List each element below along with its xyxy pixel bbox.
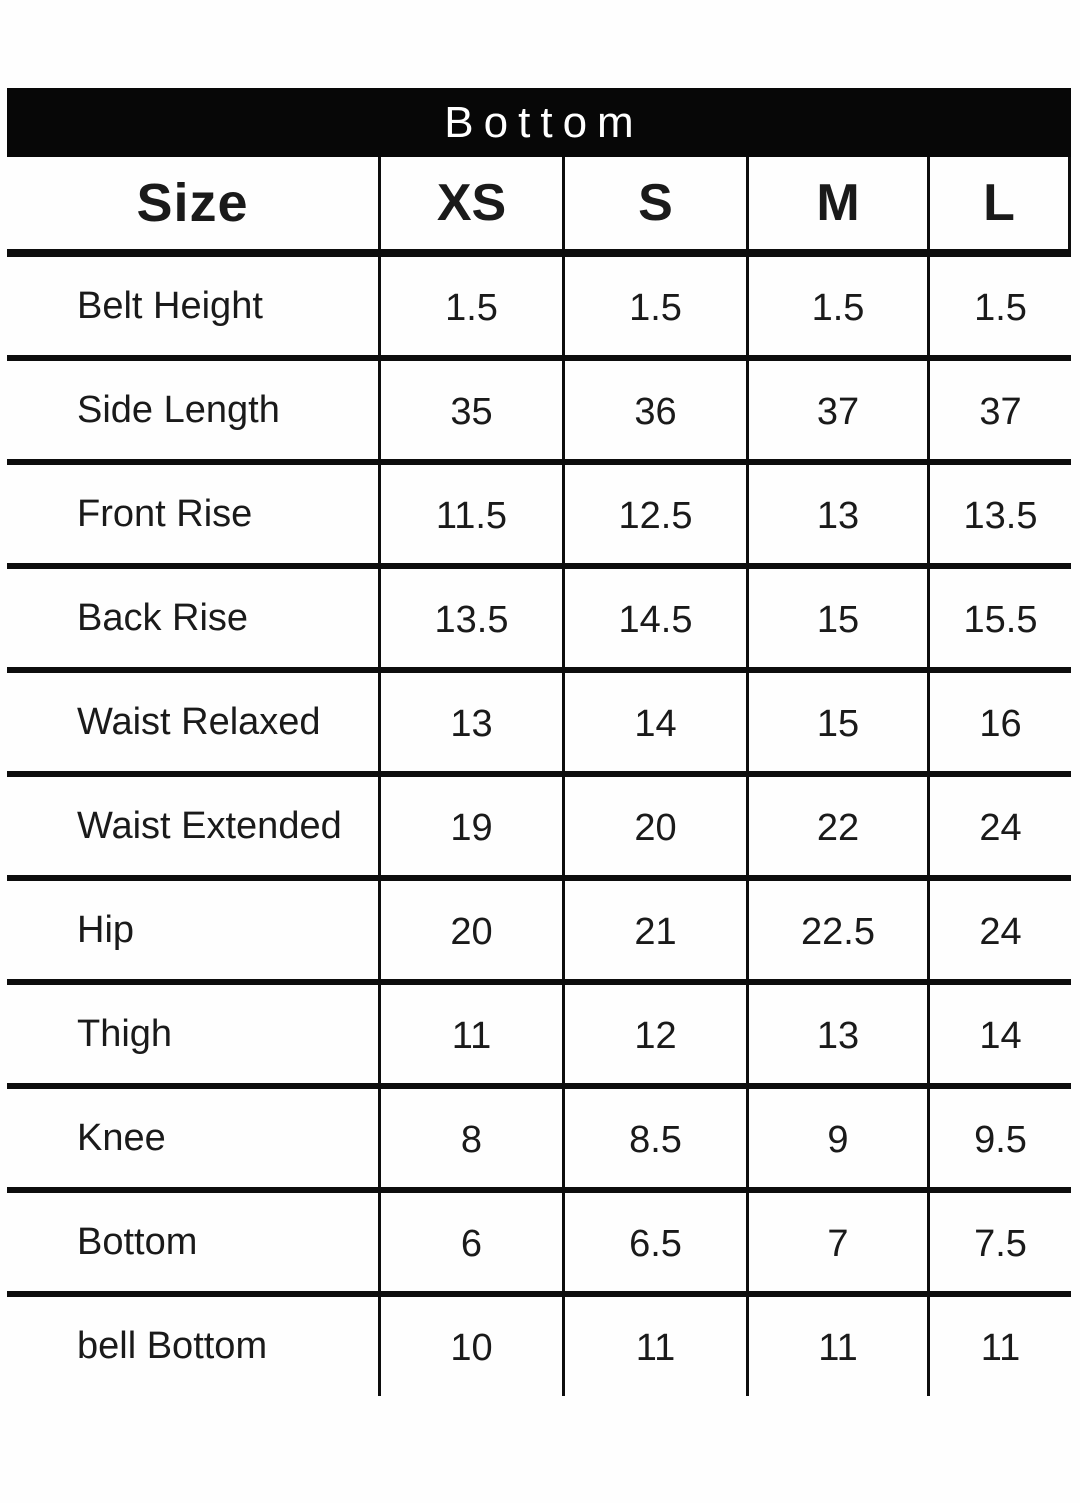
table-title: Bottom — [444, 97, 644, 147]
measurement-value: 15 — [749, 673, 930, 771]
size-header-xs: XS — [381, 157, 565, 249]
measurement-row: Waist Relaxed 13 14 15 16 — [7, 673, 1071, 777]
measurement-value: 13 — [381, 673, 565, 771]
measurement-value: 14 — [979, 1014, 1022, 1057]
measurement-value: 8 — [381, 1089, 565, 1187]
size-header-s: S — [565, 157, 749, 249]
measurement-value: 1.5 — [565, 257, 749, 355]
measurement-value: 13.5 — [963, 494, 1038, 537]
measurement-value: 20 — [565, 777, 749, 875]
measurement-value: 20 — [381, 881, 565, 979]
measurement-value: 6.5 — [565, 1193, 749, 1291]
measurement-label: Waist Extended — [7, 777, 381, 875]
measurement-value: 12 — [565, 985, 749, 1083]
measurement-value: 36 — [565, 361, 749, 459]
measurement-value: 13 — [749, 465, 930, 563]
measurement-label: Waist Relaxed — [7, 673, 381, 771]
measurement-value: 10 — [381, 1297, 565, 1396]
measurement-row: Front Rise 11.5 12.5 13 13.5 — [7, 465, 1071, 569]
measurement-label: Thigh — [7, 985, 381, 1083]
measurement-row: Thigh 11 12 13 14 — [7, 985, 1071, 1089]
measurement-value: 13 — [749, 985, 930, 1083]
size-header-row: Size XS S M L — [7, 157, 1071, 257]
measurement-label: Side Length — [7, 361, 381, 459]
measurement-label: Hip — [7, 881, 381, 979]
table-body: Belt Height 1.5 1.5 1.5 1.5 Side Length 35 36 37… — [7, 257, 1071, 1396]
measurement-value: 11 — [565, 1297, 749, 1396]
measurement-value: 14.5 — [565, 569, 749, 667]
measurement-value: 1.5 — [749, 257, 930, 355]
measurement-row: Knee 8 8.5 9 9.5 — [7, 1089, 1071, 1193]
size-column-header: Size — [7, 157, 381, 249]
measurement-value: 16 — [979, 702, 1022, 745]
measurement-label: Knee — [7, 1089, 381, 1187]
measurement-value: 1.5 — [974, 286, 1027, 329]
measurement-value: 22.5 — [749, 881, 930, 979]
measurement-value: 24 — [979, 910, 1022, 953]
measurement-value: 9 — [749, 1089, 930, 1187]
measurement-row: Belt Height 1.5 1.5 1.5 1.5 — [7, 257, 1071, 361]
measurement-row: Side Length 35 36 37 37 — [7, 361, 1071, 465]
measurement-value: 15 — [749, 569, 930, 667]
measurement-value: 14 — [565, 673, 749, 771]
measurement-value: 7.5 — [974, 1222, 1027, 1265]
size-header-l: L — [930, 157, 1071, 249]
measurement-value: 22 — [749, 777, 930, 875]
size-header-m: M — [749, 157, 930, 249]
measurement-value: 37 — [979, 390, 1022, 433]
measurement-row: Waist Extended 19 20 22 24 — [7, 777, 1071, 881]
measurement-row: Bottom 6 6.5 7 7.5 — [7, 1193, 1071, 1297]
measurement-value: 12.5 — [565, 465, 749, 563]
measurement-row: Hip 20 21 22.5 24 — [7, 881, 1071, 985]
measurement-value: 24 — [979, 806, 1022, 849]
measurement-value: 11 — [381, 985, 565, 1083]
measurement-value: 15.5 — [963, 598, 1038, 641]
measurement-value: 8.5 — [565, 1089, 749, 1187]
measurement-row: Back Rise 13.5 14.5 15 15.5 — [7, 569, 1071, 673]
table-title-bar: Bottom — [7, 88, 1071, 157]
measurement-value: 11 — [749, 1297, 930, 1396]
measurement-label: bell Bottom — [7, 1297, 381, 1396]
measurement-value: 7 — [749, 1193, 930, 1291]
measurement-value: 37 — [749, 361, 930, 459]
size-chart-table: Bottom Size XS S M L Belt Height 1.5 1.5 1.… — [7, 88, 1071, 1396]
measurement-label: Bottom — [7, 1193, 381, 1291]
measurement-value: 11 — [980, 1327, 1021, 1369]
measurement-value: 9.5 — [974, 1118, 1027, 1161]
measurement-label: Belt Height — [7, 257, 381, 355]
measurement-value: 35 — [381, 361, 565, 459]
measurement-value: 1.5 — [381, 257, 565, 355]
measurement-value: 19 — [381, 777, 565, 875]
measurement-value: 13.5 — [381, 569, 565, 667]
measurement-row: bell Bottom 10 11 11 11 — [7, 1297, 1071, 1396]
measurement-value: 21 — [565, 881, 749, 979]
measurement-label: Front Rise — [7, 465, 381, 563]
measurement-label: Back Rise — [7, 569, 381, 667]
measurement-value: 11.5 — [381, 465, 565, 563]
measurement-value: 6 — [381, 1193, 565, 1291]
